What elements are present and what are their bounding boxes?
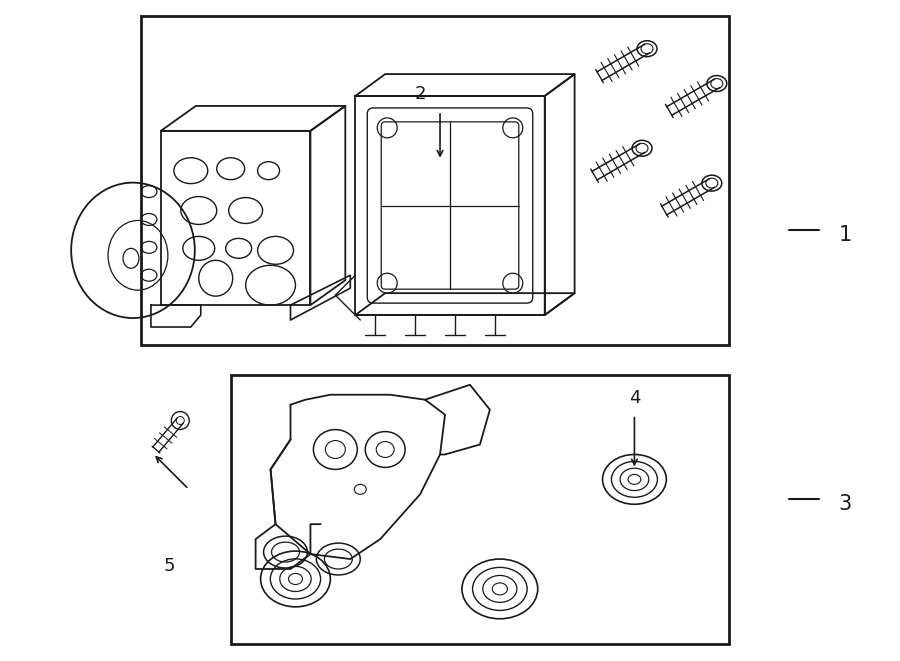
Text: 1: 1 [839,225,852,245]
Text: 3: 3 [839,494,852,514]
Text: 2: 2 [414,85,426,103]
Text: 5: 5 [163,557,175,575]
Bar [141,17,729,345]
Bar [230,375,729,644]
Text: 4: 4 [629,389,640,407]
